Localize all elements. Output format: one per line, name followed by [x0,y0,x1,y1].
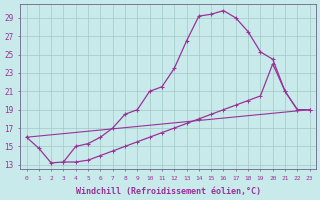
X-axis label: Windchill (Refroidissement éolien,°C): Windchill (Refroidissement éolien,°C) [76,187,260,196]
